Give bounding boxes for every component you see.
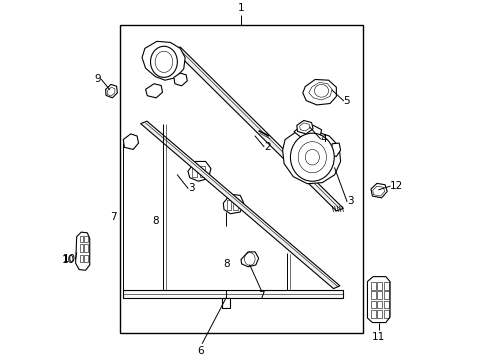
- Bar: [383, 301, 388, 309]
- Polygon shape: [282, 131, 340, 184]
- Text: 12: 12: [389, 181, 403, 191]
- Polygon shape: [105, 85, 117, 98]
- Polygon shape: [370, 183, 386, 198]
- Text: 7: 7: [110, 212, 116, 222]
- Text: 10: 10: [62, 254, 76, 264]
- Ellipse shape: [150, 46, 177, 77]
- Text: 3: 3: [346, 196, 353, 206]
- Polygon shape: [293, 125, 321, 138]
- Text: 8: 8: [223, 259, 229, 269]
- Bar: [377, 292, 382, 299]
- Bar: [80, 236, 83, 242]
- Bar: [122, 290, 342, 298]
- Text: 11: 11: [371, 332, 385, 342]
- Bar: [370, 292, 375, 299]
- Polygon shape: [145, 84, 162, 98]
- Bar: [84, 244, 88, 252]
- Polygon shape: [187, 161, 210, 181]
- Polygon shape: [296, 121, 312, 134]
- Text: 9: 9: [95, 75, 101, 85]
- Polygon shape: [123, 134, 138, 149]
- Bar: [233, 199, 237, 210]
- Bar: [222, 298, 230, 309]
- Bar: [199, 166, 204, 177]
- Text: 10: 10: [61, 255, 75, 265]
- Polygon shape: [366, 276, 389, 323]
- Bar: [383, 310, 388, 318]
- Bar: [383, 292, 388, 299]
- Polygon shape: [241, 252, 258, 267]
- Polygon shape: [223, 194, 244, 214]
- Bar: [370, 301, 375, 309]
- Text: 4: 4: [320, 134, 326, 144]
- Polygon shape: [173, 47, 343, 211]
- Text: 3: 3: [187, 183, 194, 193]
- Bar: [377, 301, 382, 309]
- Text: 1: 1: [237, 3, 244, 13]
- Text: 8: 8: [152, 216, 159, 226]
- Text: 7: 7: [258, 291, 264, 301]
- Bar: [80, 255, 83, 262]
- Polygon shape: [330, 143, 340, 157]
- Bar: [192, 166, 197, 177]
- Bar: [377, 282, 382, 290]
- Bar: [377, 310, 382, 318]
- Text: 5: 5: [343, 96, 349, 106]
- Bar: [120, 25, 363, 333]
- Bar: [226, 199, 231, 210]
- Text: 2: 2: [264, 141, 270, 152]
- Polygon shape: [142, 41, 185, 80]
- Polygon shape: [76, 232, 90, 270]
- Polygon shape: [174, 73, 187, 86]
- Bar: [84, 255, 88, 262]
- Bar: [370, 282, 375, 290]
- Bar: [84, 236, 88, 242]
- Bar: [80, 244, 83, 252]
- Text: 6: 6: [197, 346, 203, 356]
- Bar: [383, 282, 388, 290]
- Bar: [370, 310, 375, 318]
- Polygon shape: [302, 80, 336, 105]
- Polygon shape: [141, 121, 339, 289]
- Ellipse shape: [290, 133, 334, 181]
